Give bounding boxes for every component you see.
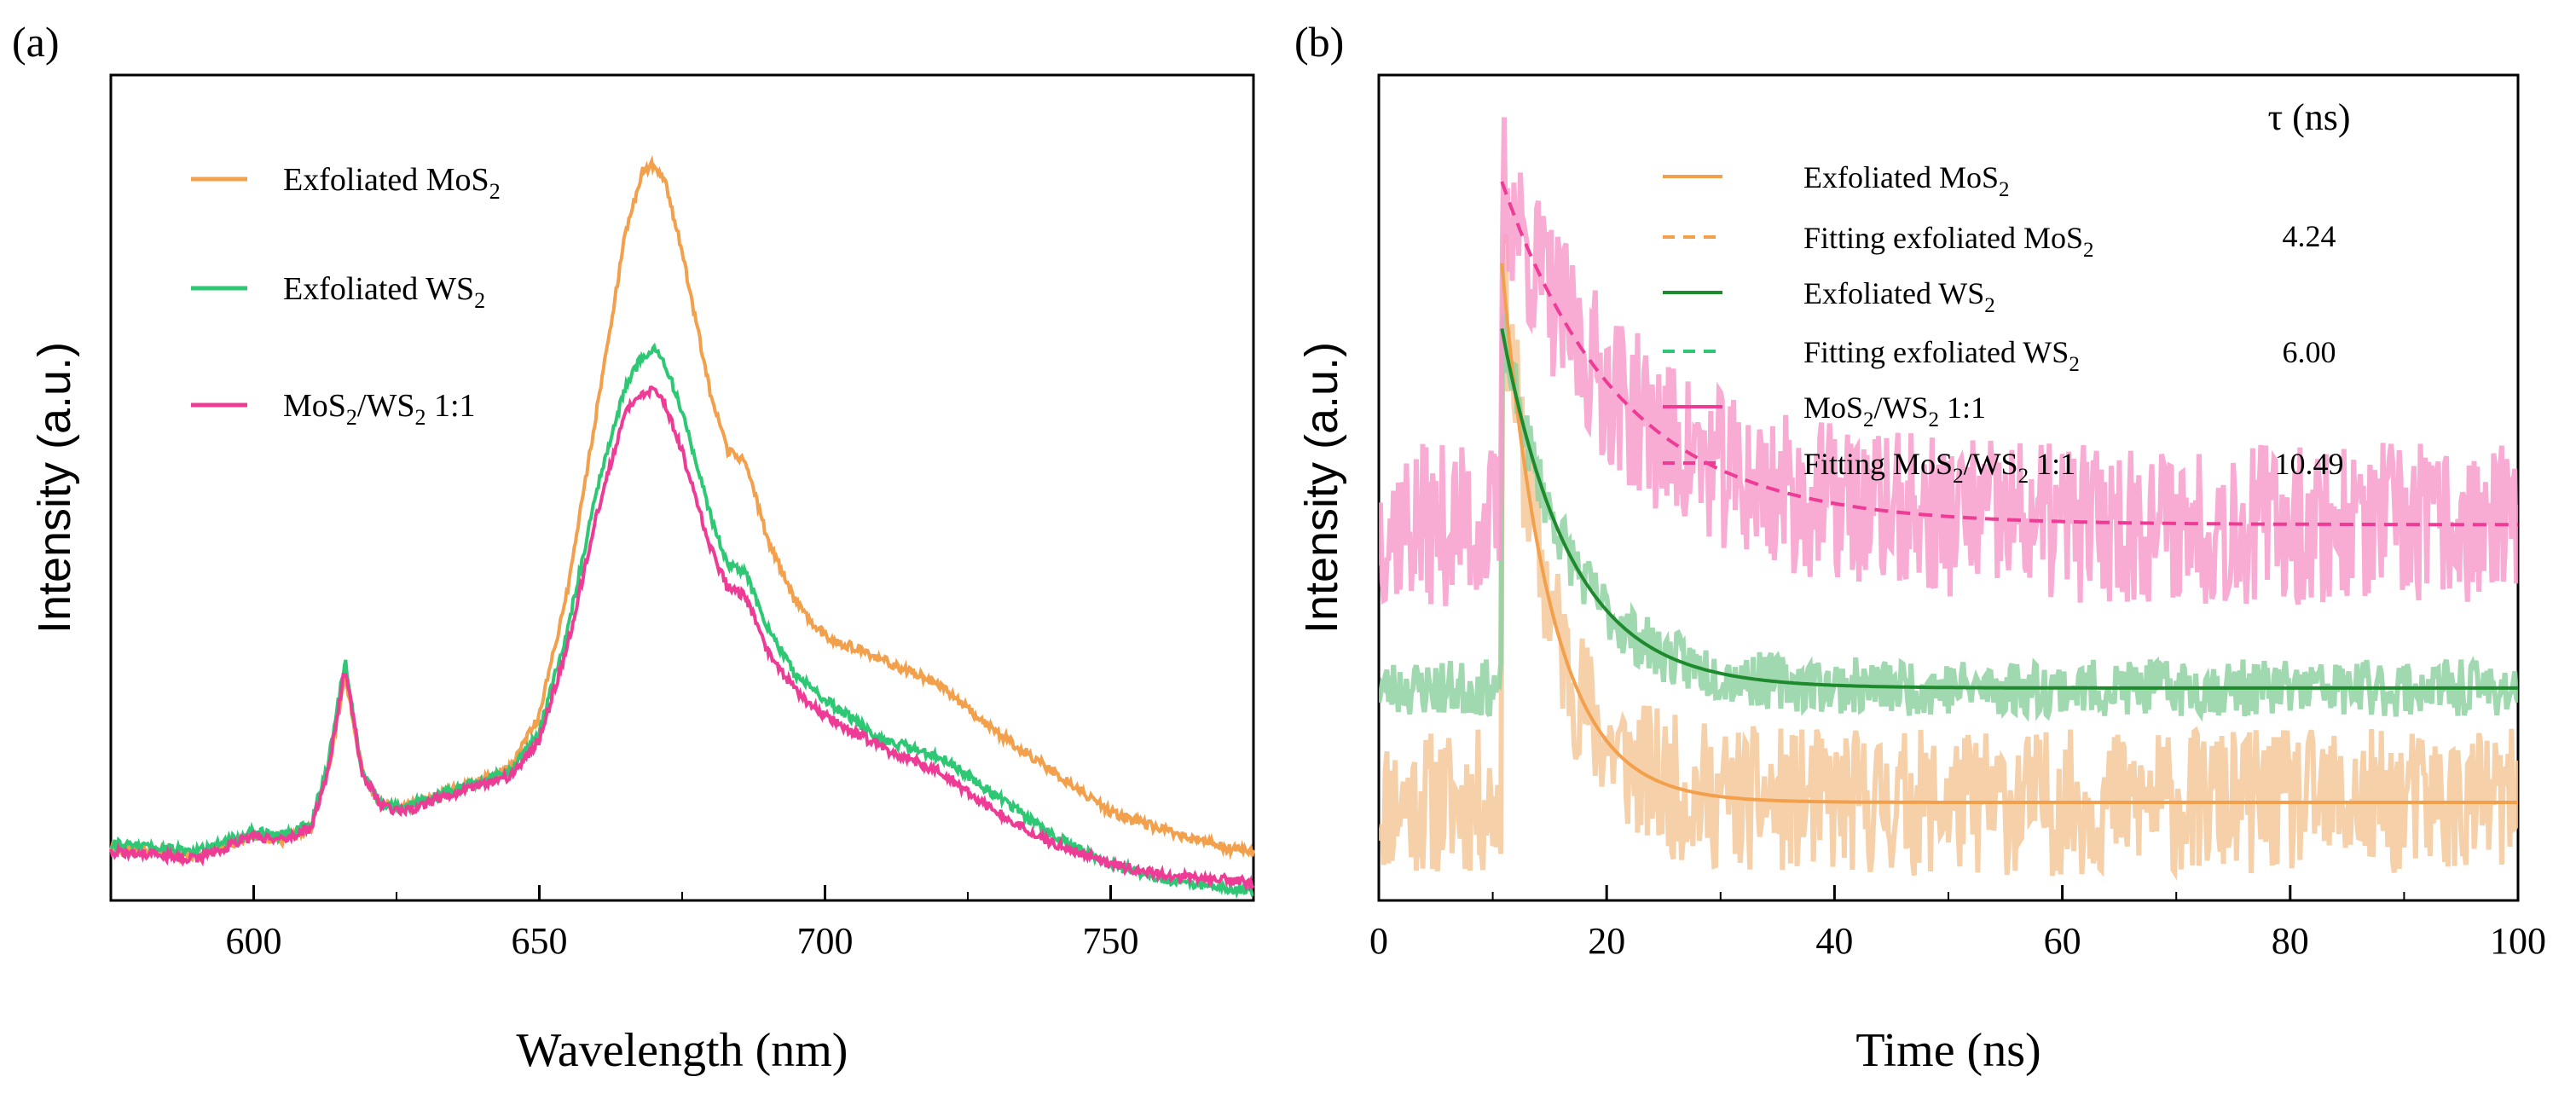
panel-a-plot-frame — [109, 73, 1255, 902]
legend-a-label-mix: MoS2/WS2 1:1 — [283, 388, 476, 430]
panel-b-series-group — [1379, 117, 2518, 881]
legend-a-label-ws2: Exfoliated WS2 — [283, 271, 485, 313]
panel-b-legend: τ (ns) Exfoliated MoS2 Fitting exfoliate… — [1663, 96, 2351, 488]
panel-a-legend: Exfoliated MoS2 Exfoliated WS2 MoS2/WS2 … — [191, 162, 501, 430]
legend-b-item-ws2-raw: Exfoliated WS2 — [1663, 276, 1995, 317]
series-line-exfoliated-mos2 — [109, 154, 1255, 865]
panel-b-label: (b) — [1294, 18, 1344, 66]
panel-b-x-ticks: 0 20 40 60 80 100 — [1369, 885, 2546, 962]
x-tick-label: 60 — [2044, 920, 2081, 962]
x-tick-label: 0 — [1369, 920, 1388, 962]
legend-b-label-mos2-raw: Exfoliated MoS2 — [1803, 160, 2009, 201]
x-tick-label: 650 — [512, 920, 568, 962]
x-tick-label: 600 — [226, 920, 282, 962]
legend-b-item-mix-fit: Fitting MoS2/WS2 1:1 10.49 — [1663, 447, 2344, 488]
series-fit-fitting-mos2-ws2-1-1 — [1500, 181, 2518, 527]
series-fit-fitting-exfoliated-mos2 — [1500, 263, 2518, 804]
legend-b-item-mos2-fit: Fitting exfoliated MoS2 4.24 — [1663, 219, 2336, 262]
panel-a-series-group — [109, 154, 1255, 900]
panel-a-x-axis-label: Wavelength (nm) — [517, 1024, 848, 1077]
series-line-mos2-ws2-1-1 — [109, 385, 1255, 893]
legend-b-item-mix-raw: MoS2/WS2 1:1 — [1663, 391, 1986, 431]
legend-b-label-mix-fit: Fitting MoS2/WS2 1:1 — [1803, 447, 2075, 488]
series-raw-exfoliated-mos2 — [1379, 234, 2518, 881]
legend-b-item-ws2-fit: Fitting exfoliated WS2 6.00 — [1663, 335, 2336, 376]
panel-a-spectrum: (a) 600 650 700 750 Wavelength (nm) Intensi… — [12, 18, 1255, 1077]
tau-value-ws2: 6.00 — [2283, 335, 2336, 369]
x-tick-label: 700 — [797, 920, 854, 962]
x-tick-label: 80 — [2272, 920, 2309, 962]
legend-a-item-ws2: Exfoliated WS2 — [191, 271, 485, 313]
tau-header: τ (ns) — [2267, 96, 2350, 138]
panel-b-decay: (b) 0 20 40 60 80 100 Time (ns) Intensity (a.… — [1294, 18, 2546, 1077]
legend-b-label-ws2-raw: Exfoliated WS2 — [1803, 276, 1995, 317]
series-line-exfoliated-ws2 — [110, 342, 1254, 900]
tau-value-mos2: 4.24 — [2283, 219, 2336, 253]
legend-b-label-mos2-fit: Fitting exfoliated MoS2 — [1803, 221, 2094, 262]
series-raw-mos2-ws2-1-1 — [1379, 117, 2518, 606]
legend-a-item-mos2: Exfoliated MoS2 — [191, 162, 501, 204]
x-tick-label: 750 — [1083, 920, 1139, 962]
tau-value-mix: 10.49 — [2275, 447, 2344, 481]
x-tick-label: 40 — [1815, 920, 1853, 962]
legend-a-label-mos2: Exfoliated MoS2 — [283, 162, 501, 204]
panel-a-y-axis-label: Intensity (a.u.) — [29, 342, 80, 634]
legend-a-item-mix: MoS2/WS2 1:1 — [191, 388, 476, 430]
legend-b-label-mix-raw: MoS2/WS2 1:1 — [1803, 391, 1986, 431]
panel-b-y-axis-label: Intensity (a.u.) — [1296, 342, 1347, 634]
panel-b-x-axis-label: Time (ns) — [1855, 1024, 2041, 1077]
legend-b-item-mos2-raw: Exfoliated MoS2 — [1663, 160, 2009, 201]
panel-a-label: (a) — [12, 18, 60, 66]
x-tick-label: 100 — [2490, 920, 2546, 962]
legend-b-label-ws2-fit: Fitting exfoliated WS2 — [1803, 335, 2080, 376]
panel-a-x-ticks: 600 650 700 750 — [226, 885, 1139, 962]
series-fit-fitting-exfoliated-ws2 — [1500, 328, 2518, 690]
x-tick-label: 20 — [1588, 920, 1625, 962]
panel-b-clipped-series — [1379, 117, 2518, 881]
